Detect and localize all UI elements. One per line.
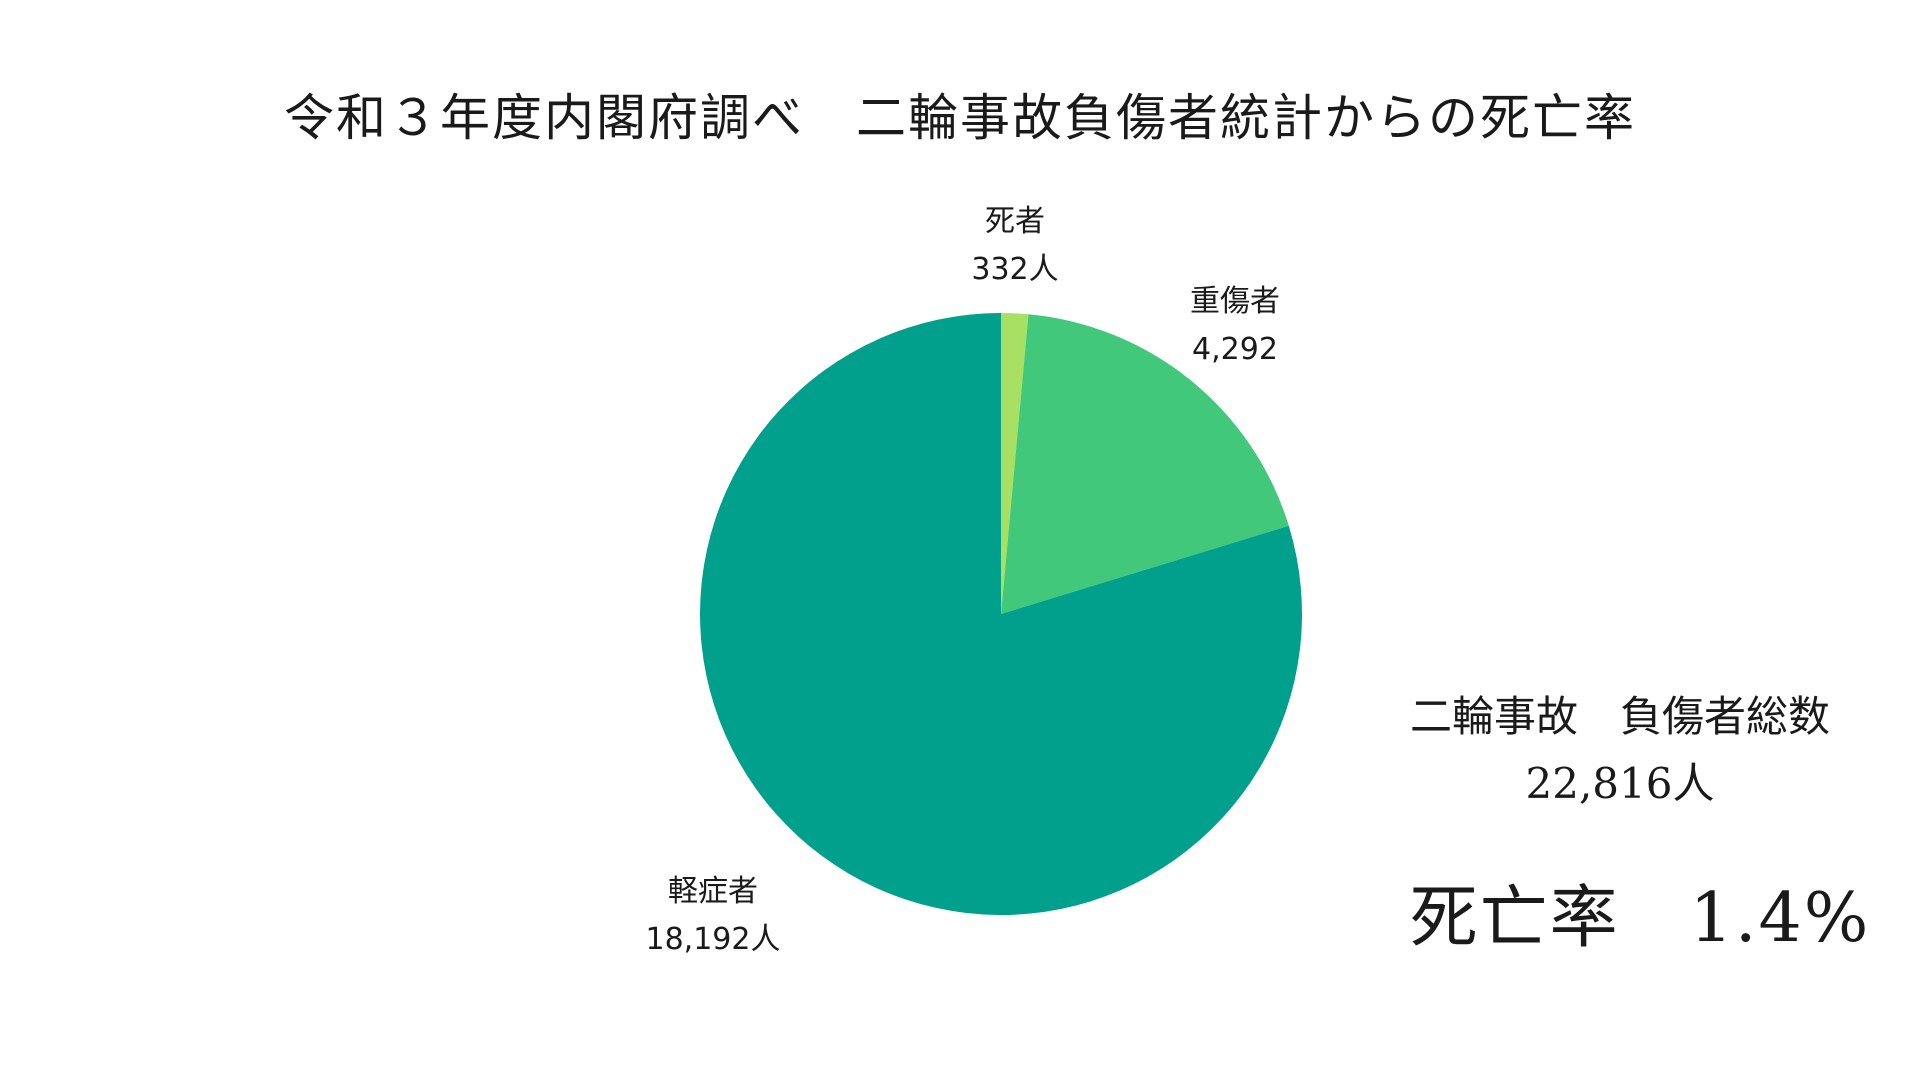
pie-slice-deaths xyxy=(1001,313,1029,614)
slice-label-serious-injuries: 重傷者 4,292 xyxy=(1115,278,1355,374)
slice-value-deaths: 332人 xyxy=(971,252,1059,287)
pie-slice-serious-injuries xyxy=(1001,314,1289,614)
slice-label-minor-injuries: 軽症者 18,192人 xyxy=(593,868,833,964)
slice-name-serious-injuries: 重傷者 xyxy=(1190,284,1280,319)
death-rate: 死亡率 1.4% xyxy=(1409,879,1871,958)
slice-name-deaths: 死者 xyxy=(985,204,1045,239)
summary-heading: 二輪事故 負傷者総数 xyxy=(1409,692,1830,741)
summary-total: 22,816人 xyxy=(1525,759,1715,808)
pie-slice-minor-injuries xyxy=(699,313,1302,915)
slice-value-minor-injuries: 18,192人 xyxy=(645,922,781,957)
slice-value-serious-injuries: 4,292 xyxy=(1192,332,1278,367)
slice-name-minor-injuries: 軽症者 xyxy=(668,874,758,909)
chart-title: 令和３年度内閣府調べ 二輪事故負傷者統計からの死亡率 xyxy=(284,89,1636,147)
slice-label-deaths: 死者 332人 xyxy=(895,198,1135,294)
